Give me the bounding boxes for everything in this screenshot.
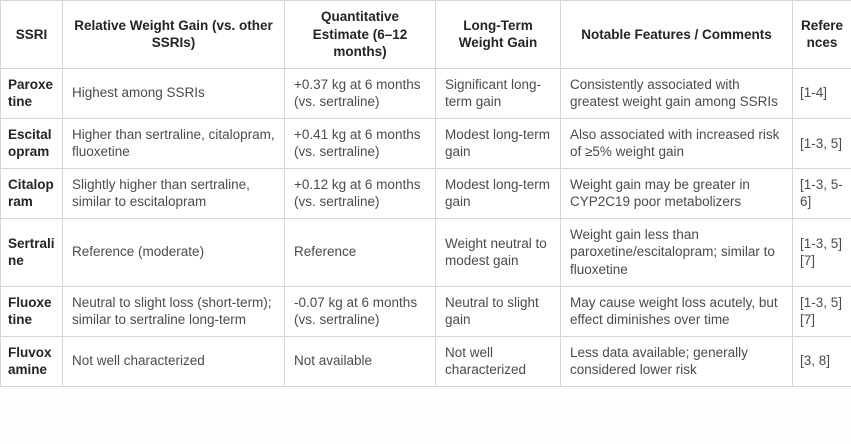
cell-notable-features: Consistently associated with greatest we… (560, 67, 793, 119)
cell-long-term-weight-gain: Modest long-term gain (435, 117, 561, 169)
cell-relative-weight-gain: Highest among SSRIs (62, 67, 285, 119)
table-row-escitalopram: Escitalopram Higher than sertraline, cit… (0, 117, 851, 169)
cell-relative-weight-gain: Higher than sertraline, citalopram, fluo… (62, 117, 285, 169)
cell-quantitative-estimate: Not available (284, 335, 436, 387)
cell-quantitative-estimate: +0.37 kg at 6 months (vs. sertraline) (284, 67, 436, 119)
cell-references: [1-3, 5-6] (792, 167, 851, 219)
cell-long-term-weight-gain: Weight neutral to modest gain (435, 217, 561, 287)
cell-quantitative-estimate: Reference (284, 217, 436, 287)
cell-references: [1-4] (792, 67, 851, 119)
cell-drug-name: Fluvoxamine (0, 335, 63, 387)
cell-quantitative-estimate: +0.12 kg at 6 months (vs. sertraline) (284, 167, 436, 219)
column-header-ssri: SSRI (0, 0, 63, 69)
cell-long-term-weight-gain: Significant long-term gain (435, 67, 561, 119)
cell-relative-weight-gain: Not well characterized (62, 335, 285, 387)
table-row-fluoxetine: Fluoxetine Neutral to slight loss (short… (0, 285, 851, 337)
cell-drug-name: Escitalopram (0, 117, 63, 169)
cell-drug-name: Fluoxetine (0, 285, 63, 337)
cell-long-term-weight-gain: Not well characterized (435, 335, 561, 387)
table-row-citalopram: Citalopram Slightly higher than sertrali… (0, 167, 851, 219)
cell-notable-features: Weight gain may be greater in CYP2C19 po… (560, 167, 793, 219)
cell-notable-features: Weight gain less than paroxetine/escital… (560, 217, 793, 287)
table-row-paroxetine: Paroxetine Highest among SSRIs +0.37 kg … (0, 67, 851, 119)
column-header-relative-weight-gain: Relative Weight Gain (vs. other SSRIs) (62, 0, 285, 69)
cell-drug-name: Citalopram (0, 167, 63, 219)
cell-quantitative-estimate: +0.41 kg at 6 months (vs. sertraline) (284, 117, 436, 169)
cell-references: [1-3, 5] (792, 117, 851, 169)
cell-relative-weight-gain: Neutral to slight loss (short-term); sim… (62, 285, 285, 337)
ssri-weight-gain-table: SSRI Relative Weight Gain (vs. other SSR… (0, 0, 851, 387)
cell-relative-weight-gain: Slightly higher than sertraline, similar… (62, 167, 285, 219)
cell-long-term-weight-gain: Neutral to slight gain (435, 285, 561, 337)
cell-long-term-weight-gain: Modest long-term gain (435, 167, 561, 219)
cell-references: [1-3, 5][7] (792, 217, 851, 287)
cell-drug-name: Sertraline (0, 217, 63, 287)
cell-references: [3, 8] (792, 335, 851, 387)
table-header-row: SSRI Relative Weight Gain (vs. other SSR… (0, 0, 851, 69)
cell-notable-features: Also associated with increased risk of ≥… (560, 117, 793, 169)
cell-drug-name: Paroxetine (0, 67, 63, 119)
cell-quantitative-estimate: -0.07 kg at 6 months (vs. sertraline) (284, 285, 436, 337)
column-header-quantitative-estimate: Quantitative Estimate (6–12 months) (284, 0, 436, 69)
cell-notable-features: May cause weight loss acutely, but effec… (560, 285, 793, 337)
cell-relative-weight-gain: Reference (moderate) (62, 217, 285, 287)
cell-references: [1-3, 5][7] (792, 285, 851, 337)
table-row-sertraline: Sertraline Reference (moderate) Referenc… (0, 217, 851, 287)
column-header-references: References (792, 0, 851, 69)
table-row-fluvoxamine: Fluvoxamine Not well characterized Not a… (0, 335, 851, 387)
column-header-long-term-weight-gain: Long-Term Weight Gain (435, 0, 561, 69)
column-header-notable-features: Notable Features / Comments (560, 0, 793, 69)
cell-notable-features: Less data available; generally considere… (560, 335, 793, 387)
